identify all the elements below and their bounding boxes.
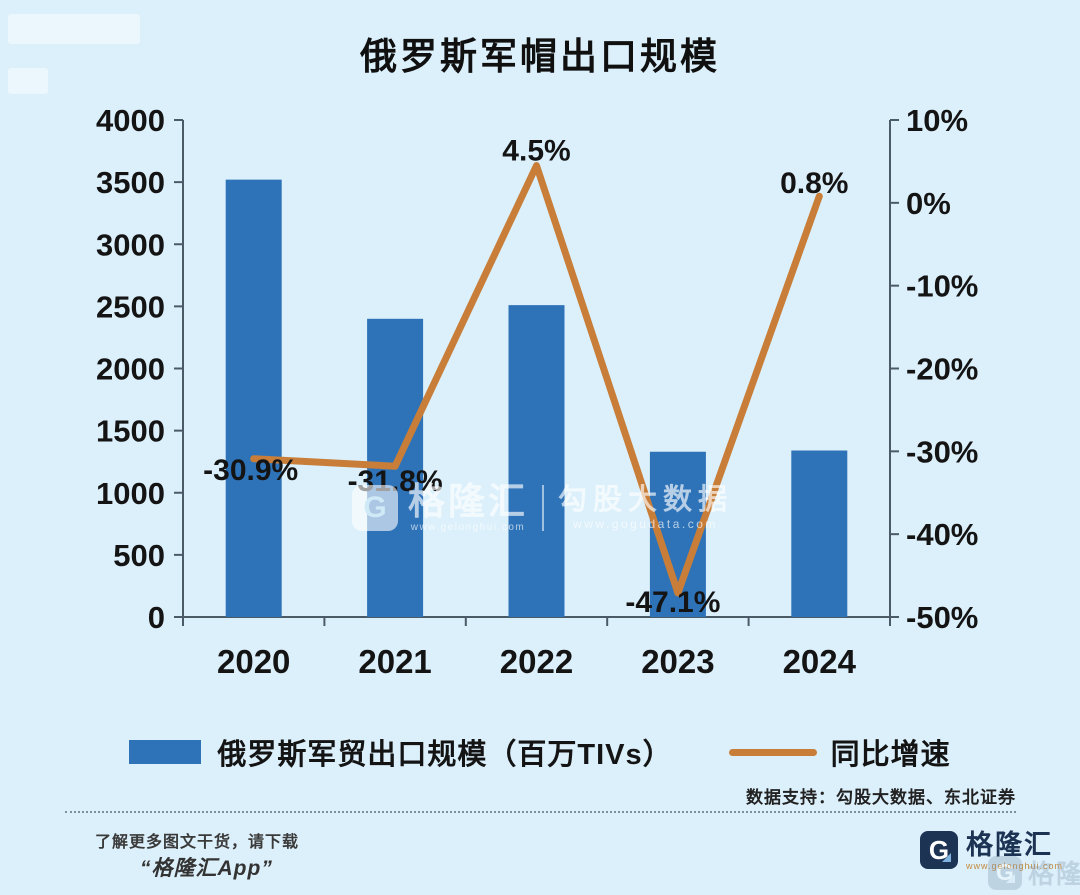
dotted-separator xyxy=(65,811,1016,813)
center-watermark-dataset-url: www.gogudata.com xyxy=(573,516,718,531)
faint-watermark-block-1 xyxy=(8,14,140,44)
right-axis-label: -50% xyxy=(906,600,978,635)
right-axis-label: 10% xyxy=(906,103,968,138)
line-point-label: 4.5% xyxy=(502,135,570,168)
left-axis-label: 2500 xyxy=(96,289,165,324)
center-watermark-brand-url: www.gelonghui.com xyxy=(410,521,526,533)
line-point-label: -47.1% xyxy=(625,586,720,619)
gelonghui-brand-footer: G 格隆汇 www.gelonghui.com xyxy=(920,830,1063,871)
left-axis-label: 500 xyxy=(113,538,165,573)
right-axis-label: -40% xyxy=(906,517,978,552)
bar-2024 xyxy=(791,450,848,617)
left-axis-label: 3000 xyxy=(96,227,165,262)
faint-watermark-block-2 xyxy=(8,68,48,94)
center-watermark-dataset: 勾股大数据 xyxy=(558,483,734,516)
center-watermark-brand: 格隆汇 xyxy=(408,481,528,522)
legend: 俄罗斯军贸出口规模（百万TIVs） 同比增速 xyxy=(0,731,1080,773)
corner-watermark-logo-icon: G xyxy=(988,855,1022,890)
data-support-note: 数据支持：勾股大数据、东北证券 xyxy=(746,788,1016,807)
legend-line-label: 同比增速 xyxy=(830,739,951,771)
x-axis-category-label: 2020 xyxy=(217,643,290,680)
left-axis-label: 1500 xyxy=(96,414,165,449)
left-axis-label: 4000 xyxy=(96,103,165,138)
footer-promo-line1: 了解更多图文干货，请下载 xyxy=(95,834,300,851)
right-axis-label: 0% xyxy=(906,186,951,221)
gelonghui-brand-url: www.gelonghui.com xyxy=(966,861,1063,871)
footer-promo-line2: “格隆汇App” xyxy=(140,857,273,880)
center-watermark-logo-icon: G xyxy=(352,484,398,531)
corner-watermark: G 格隆汇 xyxy=(988,854,1080,891)
right-axis-label: -20% xyxy=(906,352,978,387)
bar-2020 xyxy=(225,179,282,617)
line-point-label: 0.8% xyxy=(780,167,848,200)
gelonghui-brand-name: 格隆汇 xyxy=(966,830,1053,860)
page-title: 俄罗斯军帽出口规模 xyxy=(360,36,720,77)
x-axis-category-label: 2022 xyxy=(500,643,573,680)
center-watermark: G 格隆汇 www.gelonghui.com 勾股大数据 www.goguda… xyxy=(352,481,734,533)
chart-svg: 4000 3500 3000 2500 2000 1500 1000 500 0 10% 0% -10… xyxy=(96,103,978,680)
growth-line xyxy=(250,162,823,597)
center-watermark-divider xyxy=(542,484,544,531)
right-axis-label: -10% xyxy=(906,269,978,304)
x-axis-category-label: 2021 xyxy=(358,643,431,680)
right-axis-label: -30% xyxy=(906,434,978,469)
x-axis-category-label: 2024 xyxy=(783,643,857,680)
left-axis-label: 3500 xyxy=(96,165,165,200)
legend-bar-label: 俄罗斯军贸出口规模（百万TIVs） xyxy=(217,739,673,771)
left-axis-label: 1000 xyxy=(96,476,165,511)
left-axis-label: 2000 xyxy=(96,352,165,387)
corner-watermark-brand: 格隆汇 xyxy=(1028,859,1080,889)
line-point-label: -30.9% xyxy=(203,454,298,487)
legend-bar-swatch xyxy=(129,740,202,764)
x-axis-category-label: 2023 xyxy=(641,643,714,680)
bar-2022 xyxy=(508,305,565,617)
legend-line-swatch xyxy=(728,748,817,756)
left-axis-label: 0 xyxy=(148,600,165,635)
gelonghui-logo-icon: G xyxy=(920,831,958,869)
